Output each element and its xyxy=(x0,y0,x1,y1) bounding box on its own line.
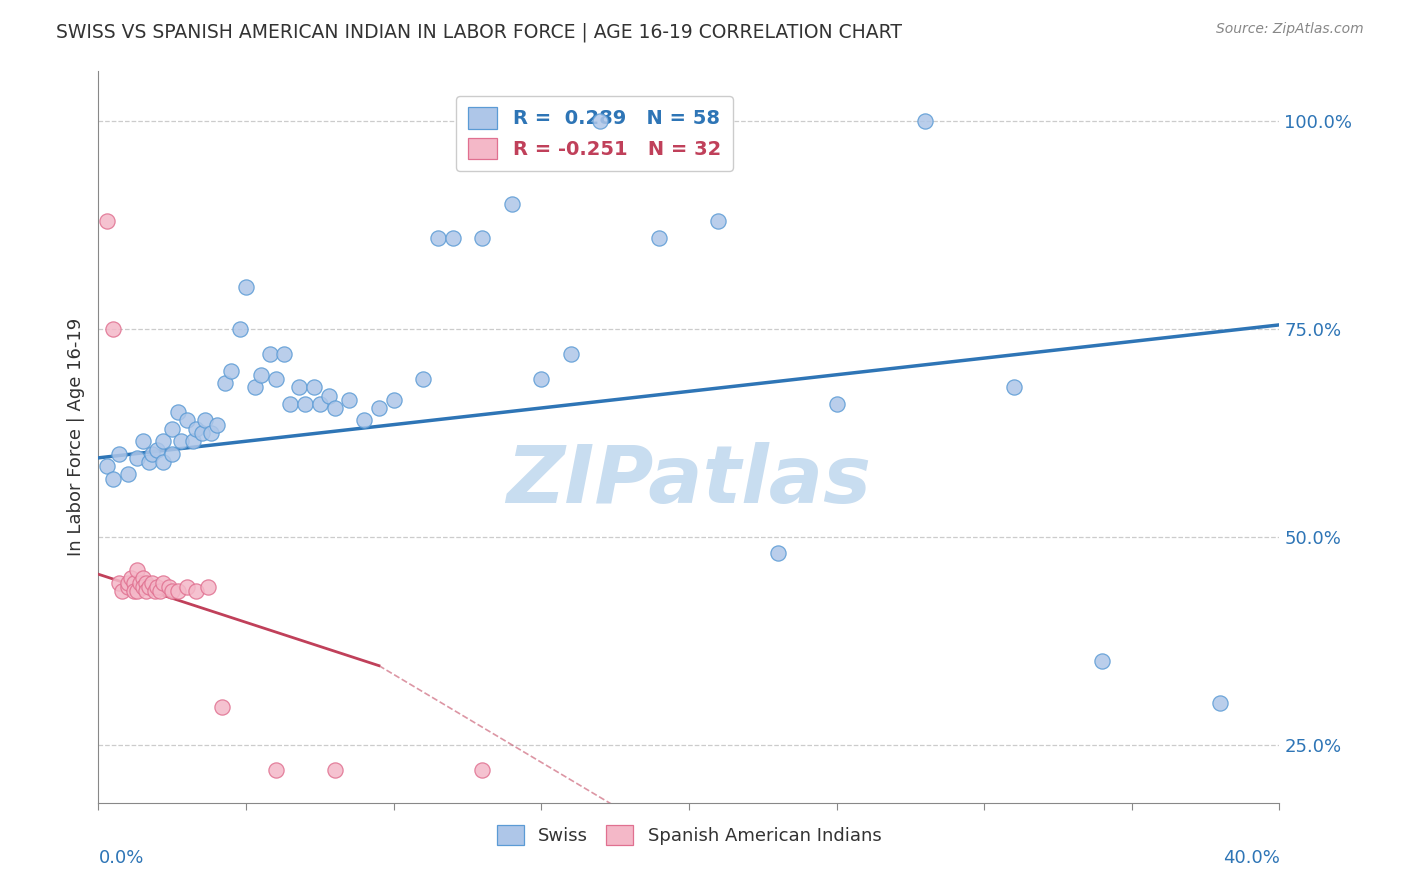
Point xyxy=(141,575,163,590)
Point xyxy=(766,546,789,560)
Point xyxy=(117,575,139,590)
Text: ZIPatlas: ZIPatlas xyxy=(506,442,872,520)
Text: SWISS VS SPANISH AMERICAN INDIAN IN LABOR FORCE | AGE 16-19 CORRELATION CHART: SWISS VS SPANISH AMERICAN INDIAN IN LABO… xyxy=(56,22,903,42)
Point xyxy=(471,230,494,244)
Point xyxy=(205,417,228,432)
Point xyxy=(132,580,155,594)
Point xyxy=(825,397,848,411)
Point xyxy=(441,230,464,244)
Point xyxy=(294,397,316,411)
Y-axis label: In Labor Force | Age 16-19: In Labor Force | Age 16-19 xyxy=(66,318,84,557)
Point xyxy=(200,425,222,440)
Point xyxy=(250,368,273,382)
Point xyxy=(117,580,139,594)
Point xyxy=(1091,655,1114,669)
Point xyxy=(589,114,612,128)
Point xyxy=(135,583,157,598)
Point xyxy=(146,580,169,594)
Point xyxy=(120,571,142,585)
Point xyxy=(323,401,346,415)
Point xyxy=(184,422,207,436)
Point xyxy=(125,450,148,465)
Point xyxy=(152,434,174,449)
Point xyxy=(280,397,302,411)
Point xyxy=(128,575,150,590)
Point xyxy=(152,455,174,469)
Point xyxy=(339,392,361,407)
Point xyxy=(141,447,163,461)
Point xyxy=(214,376,236,390)
Point xyxy=(135,575,157,590)
Point xyxy=(221,363,243,377)
Point xyxy=(211,700,233,714)
Text: 40.0%: 40.0% xyxy=(1223,848,1279,866)
Point xyxy=(229,322,252,336)
Point xyxy=(96,214,118,228)
Point xyxy=(194,413,217,427)
Point xyxy=(108,447,131,461)
Point xyxy=(132,434,155,449)
Point xyxy=(170,434,193,449)
Text: 0.0%: 0.0% xyxy=(98,848,143,866)
Point xyxy=(122,583,145,598)
Point xyxy=(560,347,582,361)
Point xyxy=(157,580,180,594)
Point xyxy=(143,583,166,598)
Point xyxy=(471,763,494,777)
Point xyxy=(264,372,287,386)
Point xyxy=(1209,696,1232,710)
Point xyxy=(176,413,198,427)
Point xyxy=(162,583,183,598)
Point xyxy=(162,447,183,461)
Point xyxy=(138,580,160,594)
Point xyxy=(382,392,405,407)
Point xyxy=(122,575,145,590)
Point xyxy=(125,583,148,598)
Point xyxy=(96,459,118,474)
Point xyxy=(181,434,204,449)
Point xyxy=(103,322,125,336)
Point xyxy=(259,347,281,361)
Point xyxy=(103,472,125,486)
Point xyxy=(117,467,139,482)
Text: Source: ZipAtlas.com: Source: ZipAtlas.com xyxy=(1216,22,1364,37)
Legend: Swiss, Spanish American Indians: Swiss, Spanish American Indians xyxy=(489,818,889,852)
Point xyxy=(273,347,295,361)
Point xyxy=(302,380,325,394)
Point xyxy=(353,413,375,427)
Point xyxy=(167,405,190,419)
Point xyxy=(288,380,311,394)
Point xyxy=(111,583,134,598)
Point xyxy=(648,230,671,244)
Point xyxy=(427,230,450,244)
Point xyxy=(162,422,183,436)
Point xyxy=(412,372,434,386)
Point xyxy=(167,583,190,598)
Point xyxy=(707,214,730,228)
Point xyxy=(264,763,287,777)
Point xyxy=(149,583,172,598)
Point xyxy=(914,114,936,128)
Point xyxy=(235,280,257,294)
Point xyxy=(323,763,346,777)
Point xyxy=(243,380,266,394)
Point xyxy=(108,575,131,590)
Point xyxy=(152,575,174,590)
Point xyxy=(138,455,160,469)
Point xyxy=(309,397,332,411)
Point xyxy=(197,580,219,594)
Point xyxy=(184,583,207,598)
Point xyxy=(146,442,169,457)
Point xyxy=(191,425,214,440)
Point xyxy=(176,580,198,594)
Point xyxy=(368,401,391,415)
Point xyxy=(132,571,155,585)
Point xyxy=(125,563,148,577)
Point xyxy=(1002,380,1025,394)
Point xyxy=(318,388,340,402)
Point xyxy=(501,197,523,211)
Point xyxy=(530,372,553,386)
